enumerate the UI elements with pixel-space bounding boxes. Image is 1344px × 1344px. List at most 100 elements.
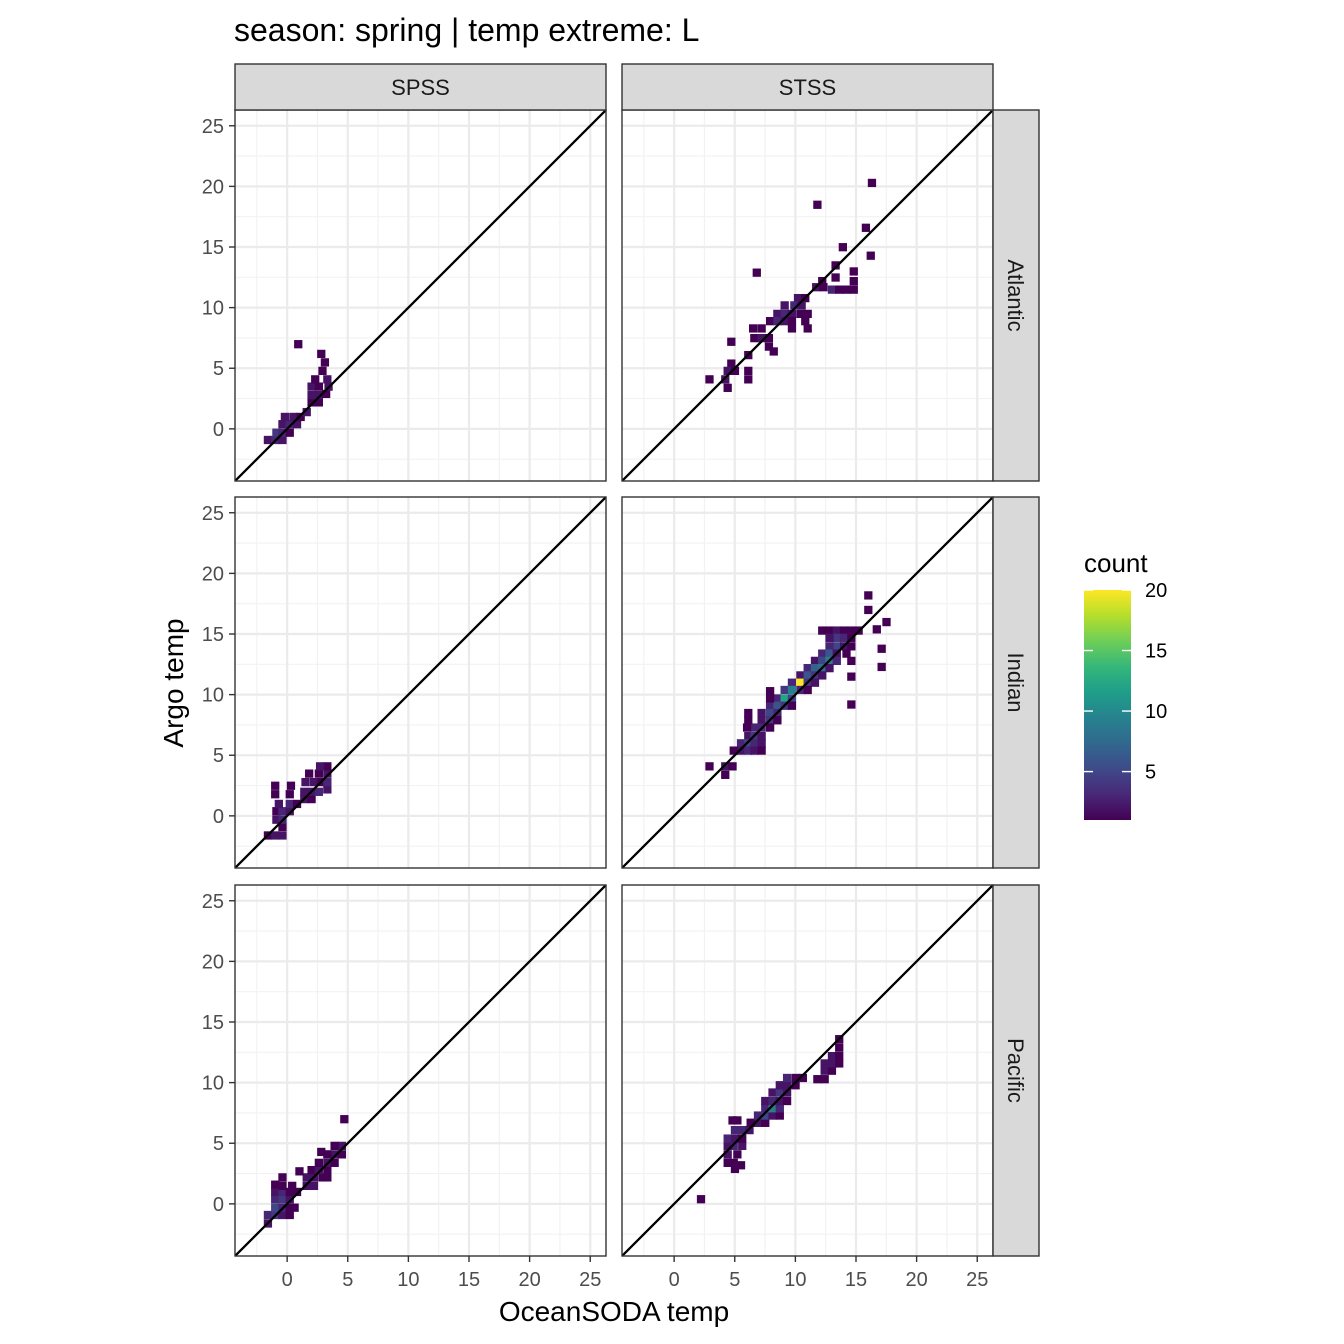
heatmap-cell xyxy=(765,723,775,732)
heatmap-cell xyxy=(723,383,732,392)
heatmap-cell xyxy=(793,293,803,303)
heatmap-cell xyxy=(330,1158,339,1167)
heatmap-cell xyxy=(796,671,805,680)
heatmap-cell xyxy=(803,671,812,680)
identity-line xyxy=(235,497,606,868)
heatmap-cell xyxy=(730,366,740,376)
heatmap-cell xyxy=(849,285,858,294)
heatmap-cell xyxy=(750,333,759,343)
heatmap-cell xyxy=(314,398,323,407)
heatmap-cell xyxy=(285,1210,294,1220)
heatmap-cell xyxy=(337,1150,347,1159)
heatmap-cell xyxy=(272,815,281,824)
heatmap-cell xyxy=(827,1066,837,1075)
heatmap-cell xyxy=(764,333,774,343)
heatmap-cell xyxy=(765,317,775,326)
heatmap-cell xyxy=(323,785,332,794)
column-strip-label: STSS xyxy=(779,75,836,100)
heatmap-cell xyxy=(867,178,877,188)
row-strip-label: Indian xyxy=(1003,653,1028,713)
heatmap-cell xyxy=(314,1158,323,1167)
heatmap-cell xyxy=(761,1118,770,1127)
heatmap-cell xyxy=(780,694,789,703)
heatmap-cell xyxy=(831,261,840,270)
x-tick-label: 25 xyxy=(966,1269,988,1291)
panel-stss-pacific xyxy=(621,884,994,1257)
heatmap-cell xyxy=(728,1116,737,1125)
heatmap-cell xyxy=(302,407,311,417)
heatmap-cell xyxy=(773,317,782,326)
heatmap-cell xyxy=(825,626,834,635)
heatmap-cell xyxy=(292,1187,302,1197)
y-tick-label: 0 xyxy=(213,1194,224,1216)
heatmap-cell xyxy=(314,1165,323,1175)
heatmap-cell xyxy=(761,1096,770,1106)
heatmap-cell xyxy=(744,731,753,741)
heatmap-cell xyxy=(773,716,782,725)
heatmap-cell xyxy=(309,777,319,787)
heatmap-cell xyxy=(285,807,294,816)
heatmap-cell xyxy=(801,317,810,326)
heatmap-cell xyxy=(765,701,775,710)
heatmap-cell xyxy=(323,375,332,384)
heatmap-cell xyxy=(831,273,840,282)
heatmap-cell xyxy=(753,1118,763,1127)
heatmap-cell xyxy=(330,1150,339,1159)
heatmap-cell xyxy=(773,701,782,710)
heatmap-cell xyxy=(818,626,827,635)
x-tick-label: 5 xyxy=(729,1269,740,1291)
heatmap-cell xyxy=(861,223,871,232)
heatmap-cell xyxy=(773,694,782,703)
heatmap-cell xyxy=(791,1081,800,1090)
y-tick-label: 5 xyxy=(213,1133,224,1155)
heatmap-cell xyxy=(278,807,287,816)
heatmap-cell xyxy=(842,649,851,658)
heatmap-cell xyxy=(294,340,303,349)
heatmap-cell xyxy=(285,420,294,429)
heatmap-cell xyxy=(280,412,290,422)
heatmap-cell xyxy=(318,1173,327,1182)
heatmap-cell xyxy=(765,694,775,703)
heatmap-cell xyxy=(835,1052,844,1061)
heatmap-cell xyxy=(787,317,797,326)
identity-line xyxy=(235,110,606,481)
heatmap-cell xyxy=(285,428,294,437)
strip-background xyxy=(234,63,607,111)
heatmap-cell xyxy=(736,1161,746,1170)
heatmap-cell xyxy=(723,1150,732,1159)
legend-tick-label: 5 xyxy=(1145,762,1156,784)
heatmap-cell xyxy=(775,1081,784,1090)
heatmap-cell xyxy=(323,1165,332,1175)
heatmap-cell xyxy=(723,1141,732,1151)
heatmap-cell xyxy=(872,625,881,634)
heatmap-cell xyxy=(761,1104,770,1113)
heatmap-cell xyxy=(278,435,287,445)
heatmap-cell xyxy=(757,324,766,333)
identity-line xyxy=(235,885,606,1256)
heatmap-cell xyxy=(797,301,806,310)
heatmap-cell xyxy=(263,435,273,445)
heatmap-cell xyxy=(278,822,287,832)
heatmap-cell xyxy=(278,1210,287,1220)
heatmap-cell xyxy=(768,1088,777,1097)
heatmap-cell xyxy=(825,633,834,642)
heatmap-cell xyxy=(314,390,323,400)
heatmap-cell xyxy=(721,770,730,779)
heatmap-cell xyxy=(847,700,856,709)
heatmap-cell xyxy=(729,1158,738,1167)
heatmap-cell xyxy=(285,790,294,799)
heatmap-cell xyxy=(730,1125,740,1135)
heatmap-cell xyxy=(849,277,858,286)
y-tick-label: 20 xyxy=(202,176,224,198)
heatmap-cell xyxy=(757,333,766,343)
heatmap-cell xyxy=(311,375,320,384)
heatmap-cell xyxy=(832,633,841,642)
y-tick-label: 10 xyxy=(202,685,224,707)
heatmap-cell xyxy=(314,787,323,796)
heatmap-cell xyxy=(803,324,812,333)
heatmap-cell xyxy=(819,283,828,292)
heatmap-cell xyxy=(866,251,875,260)
heatmap-cell xyxy=(787,324,797,333)
heatmap-cell xyxy=(744,708,753,718)
